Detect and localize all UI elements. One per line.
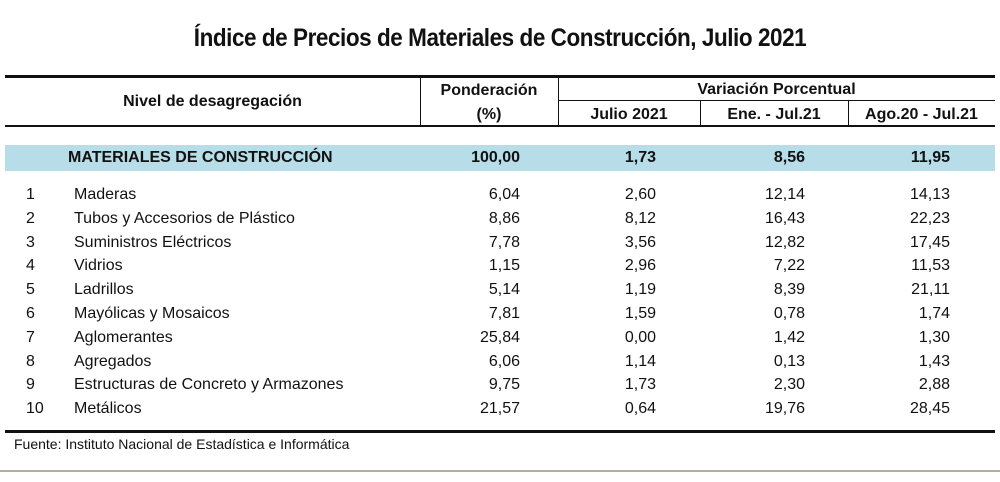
table-row: 4 Vidrios 1,15 2,96 7,22 11,53	[0, 257, 1000, 281]
row-julio: 1,19	[624, 281, 656, 299]
col-divider	[848, 100, 849, 125]
table-row: 3 Suministros Eléctricos 7,78 3,56 12,82 17,4…	[0, 234, 1000, 258]
source-note: Fuente: Instituto Nacional de Estadístic…	[14, 436, 350, 452]
row-ago-jul: 1,74	[918, 305, 950, 322]
row-julio: 0,64	[624, 400, 656, 418]
row-number: 1	[26, 186, 35, 203]
header-ago-jul: Ago.20 - Jul.21	[865, 106, 978, 123]
row-ago-jul: 21,11	[911, 281, 950, 299]
row-number: 8	[26, 352, 35, 370]
row-number: 2	[26, 209, 35, 227]
row-number: 7	[26, 328, 35, 346]
header-divider	[558, 100, 995, 101]
row-ponderacion: 7,81	[488, 305, 520, 322]
total-label: MATERIALES DE CONSTRUCCIÓN	[68, 149, 333, 166]
table-row: 5 Ladrillos 5,14 1,19 8,39 21,11	[0, 281, 1000, 305]
total-row-highlight	[5, 145, 995, 171]
row-ene-jul: 1,42	[773, 328, 805, 346]
row-ago-jul: 28,45	[909, 400, 950, 418]
header-ponderacion: Ponderación	[440, 82, 538, 99]
header-julio: Julio 2021	[590, 106, 668, 123]
header-nivel: Nivel de desagregación	[123, 93, 302, 110]
row-name: Ladrillos	[74, 281, 134, 299]
header-ene-jul: Ene. - Jul.21	[727, 106, 821, 123]
row-julio: 1,73	[624, 376, 656, 394]
row-name: Mayólicas y Mosaicos	[74, 305, 230, 322]
row-ago-jul: 1,43	[918, 352, 950, 370]
header-ponderacion-unit: (%)	[476, 106, 502, 123]
row-julio: 8,12	[624, 209, 656, 227]
total-ago-jul: 11,95	[910, 149, 950, 166]
row-name: Agregados	[74, 352, 152, 370]
table-row: 2 Tubos y Accesorios de Plástico 8,86 8,12 1…	[0, 210, 1000, 234]
row-ago-jul: 22,23	[909, 209, 950, 227]
row-number: 10	[26, 400, 44, 418]
row-name: Metálicos	[74, 400, 142, 418]
row-ene-jul: 19,76	[764, 400, 805, 418]
row-ene-jul: 12,14	[764, 186, 805, 203]
table-row: 6 Mayólicas y Mosaicos 7,81 1,59 0,78 1,74	[0, 305, 1000, 329]
table-row: 1 Maderas 6,04 2,60 12,14 14,13	[0, 186, 1000, 210]
col-divider	[558, 78, 559, 125]
header-variacion: Variación Porcentual	[697, 81, 856, 98]
row-number: 9	[26, 376, 35, 394]
row-ene-jul: 8,39	[773, 281, 805, 299]
total-ene-jul: 8,56	[773, 149, 805, 166]
row-ponderacion: 5,14	[488, 281, 520, 299]
footer-rule	[0, 470, 1000, 472]
row-name: Aglomerantes	[74, 328, 173, 346]
table-row: 10 Metálicos 21,57 0,64 19,76 28,45	[0, 400, 1000, 424]
row-number: 6	[26, 305, 35, 322]
total-ponderacion: 100,00	[471, 149, 520, 166]
table-top-border	[5, 75, 995, 78]
row-name: Vidrios	[74, 257, 123, 275]
col-divider	[700, 100, 701, 125]
col-divider	[420, 78, 421, 125]
row-number: 4	[26, 257, 35, 275]
row-julio: 2,60	[624, 186, 656, 203]
table-row: 9 Estructuras de Concreto y Armazones 9,75…	[0, 376, 1000, 400]
row-julio: 1,14	[624, 352, 656, 370]
row-julio: 0,00	[624, 328, 656, 346]
row-ponderacion: 1,15	[488, 257, 520, 275]
row-ponderacion: 6,06	[488, 352, 520, 370]
page-title: Índice de Precios de Materiales de Const…	[193, 24, 807, 52]
row-name: Suministros Eléctricos	[74, 233, 232, 251]
header-bottom-border	[5, 125, 995, 127]
row-julio: 1,59	[624, 305, 656, 322]
row-name: Tubos y Accesorios de Plástico	[74, 209, 295, 227]
row-ponderacion: 8,86	[488, 209, 520, 227]
row-ponderacion: 9,75	[488, 376, 520, 394]
row-ago-jul: 1,30	[918, 328, 950, 346]
row-ene-jul: 16,43	[764, 209, 805, 227]
row-name: Maderas	[74, 186, 137, 203]
row-number: 5	[26, 281, 35, 299]
total-row: MATERIALES DE CONSTRUCCIÓN 100,00 1,73 8…	[0, 149, 1000, 173]
row-julio: 3,56	[624, 233, 656, 251]
row-ene-jul: 0,78	[773, 305, 805, 322]
row-number: 3	[26, 233, 35, 251]
row-name: Estructuras de Concreto y Armazones	[74, 376, 344, 394]
row-ene-jul: 7,22	[773, 257, 805, 275]
row-ene-jul: 2,30	[773, 376, 805, 394]
row-ene-jul: 12,82	[764, 233, 805, 251]
row-julio: 2,96	[624, 257, 656, 275]
table-row: 8 Agregados 6,06 1,14 0,13 1,43	[0, 353, 1000, 377]
row-ponderacion: 7,78	[488, 233, 520, 251]
row-ago-jul: 14,13	[909, 186, 950, 203]
table-row: 7 Aglomerantes 25,84 0,00 1,42 1,30	[0, 329, 1000, 353]
row-ago-jul: 11,53	[911, 257, 950, 275]
row-ponderacion: 25,84	[479, 328, 520, 346]
row-ago-jul: 17,45	[909, 233, 950, 251]
row-ponderacion: 21,57	[479, 400, 520, 418]
row-ponderacion: 6,04	[488, 186, 520, 203]
total-julio: 1,73	[624, 149, 656, 166]
table-bottom-border	[5, 430, 995, 433]
row-ago-jul: 2,88	[918, 376, 950, 394]
row-ene-jul: 0,13	[773, 352, 805, 370]
